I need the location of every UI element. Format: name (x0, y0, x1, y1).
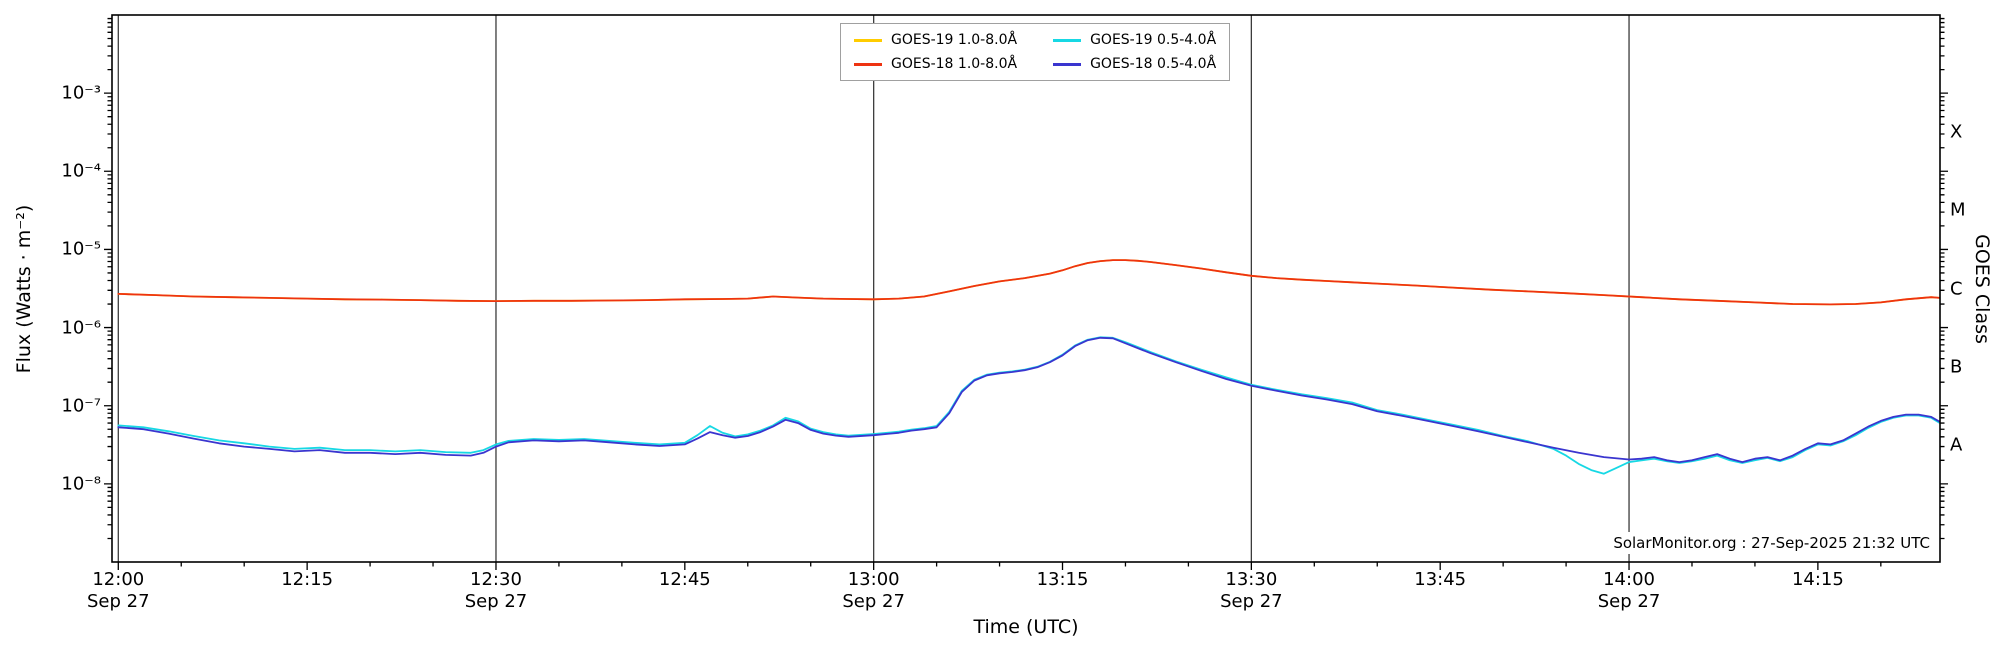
legend: GOES-19 1.0-8.0Å GOES-18 1.0-8.0Å GOES-19 … (840, 23, 1231, 81)
legend-line-swatch (1053, 38, 1082, 42)
goes-class-label: A (1950, 434, 1963, 456)
axis-ticks (104, 17, 1948, 570)
legend-item: GOES-18 1.0-8.0Å (854, 56, 1017, 72)
goes-class-axis-title: GOES Class (1971, 234, 1993, 344)
y-tick-label: 10⁻³ (61, 82, 101, 104)
x-tick-date-label: Sep 27 (464, 591, 528, 612)
x-tick-label: 13:45 (1414, 569, 1467, 590)
y-tick-label: 10⁻⁷ (61, 395, 101, 417)
y-tick-label: 10⁻⁸ (61, 473, 101, 495)
legend-item: GOES-19 1.0-8.0Å (854, 32, 1017, 48)
y-tick-label: 10⁻⁶ (61, 317, 101, 339)
solarmonitor-watermark: SolarMonitor.org : 27-Sep-2025 21:32 UTC (1607, 532, 1936, 554)
y-tick-label: 10⁻⁵ (61, 238, 101, 260)
goes-class-label: X (1950, 121, 1963, 143)
x-tick-date-label: Sep 27 (842, 591, 905, 612)
legend-label: GOES-18 0.5-4.0Å (1090, 56, 1217, 72)
x-tick-label: 13:30 (1225, 569, 1278, 590)
x-tick-label: 13:15 (1036, 569, 1089, 590)
x-tick-label: 14:00 (1603, 569, 1655, 590)
legend-label: GOES-19 0.5-4.0Å (1090, 32, 1217, 48)
legend-label: GOES-18 1.0-8.0Å (891, 56, 1018, 72)
y-axis-title: Flux (Watts · m⁻²) (13, 204, 35, 374)
goes-class-label: C (1950, 278, 1963, 300)
legend-item: GOES-18 0.5-4.0Å (1053, 56, 1216, 72)
x-tick-date-label: Sep 27 (1597, 591, 1661, 612)
legend-line-swatch (854, 38, 882, 42)
legend-label: GOES-19 1.0-8.0Å (891, 32, 1018, 48)
x-tick-label: 12:45 (658, 569, 711, 590)
axes-frame (111, 14, 1941, 563)
x-tick-label: 12:30 (470, 569, 522, 590)
x-tick-label: 12:15 (281, 569, 334, 590)
goes-class-label: M (1950, 199, 1966, 221)
series-line (117, 336, 1940, 463)
legend-item: GOES-19 0.5-4.0Å (1053, 32, 1216, 48)
x-tick-label: 12:00 (92, 569, 145, 590)
legend-line-swatch (1053, 62, 1082, 66)
legend-line-swatch (854, 62, 882, 66)
x-tick-label: 13:00 (847, 569, 900, 590)
goes-class-label: B (1950, 356, 1963, 378)
x-tick-label: 14:15 (1791, 569, 1844, 590)
x-axis-title: Time (UTC) (973, 616, 1079, 638)
x-tick-date-label: Sep 27 (1220, 591, 1283, 612)
series-line (117, 259, 1940, 306)
y-tick-label: 10⁻⁴ (61, 160, 101, 182)
x-tick-date-label: Sep 27 (87, 591, 150, 612)
